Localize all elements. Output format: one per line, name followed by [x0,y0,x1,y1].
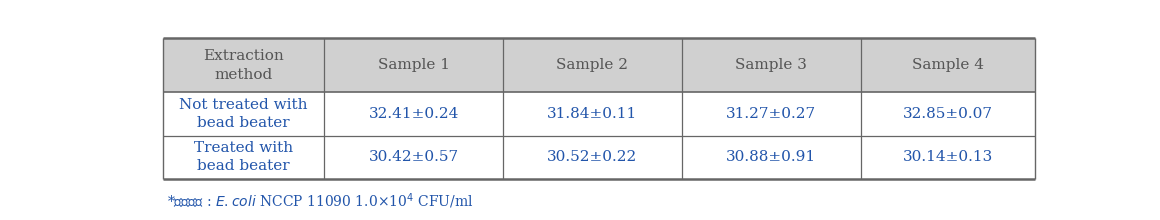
Bar [162,92,325,136]
Text: Sample 1: Sample 1 [378,58,450,72]
Text: Sample 4: Sample 4 [912,58,984,72]
Text: Treated with
bead beater: Treated with bead beater [194,141,293,173]
Text: 30.88±0.91: 30.88±0.91 [726,150,817,164]
Bar [861,92,1035,136]
Text: Extraction
method: Extraction method [203,49,284,82]
Text: 30.14±0.13: 30.14±0.13 [902,150,993,164]
Bar [325,136,503,179]
Text: Sample 2: Sample 2 [557,58,629,72]
Text: 30.42±0.57: 30.42±0.57 [369,150,458,164]
Bar [682,38,861,92]
Bar [162,136,325,179]
Bar [682,92,861,136]
Text: Sample 3: Sample 3 [735,58,807,72]
Bar [325,38,503,92]
Bar [861,136,1035,179]
Bar [325,92,503,136]
Text: 31.84±0.11: 31.84±0.11 [548,107,638,121]
Bar [682,136,861,179]
Bar [503,92,682,136]
Text: *접종균수 : $\it{E. coli}$ NCCP 11090 1.0×10$^{4}$ CFU/ml: *접종균수 : $\it{E. coli}$ NCCP 11090 1.0×10… [167,191,473,211]
Bar [861,38,1035,92]
Text: Not treated with
bead beater: Not treated with bead beater [180,98,307,130]
Text: 30.52±0.22: 30.52±0.22 [548,150,638,164]
Bar [503,136,682,179]
Bar [503,38,682,92]
Bar [162,38,325,92]
Text: 32.85±0.07: 32.85±0.07 [902,107,993,121]
Text: 31.27±0.27: 31.27±0.27 [726,107,817,121]
Text: 32.41±0.24: 32.41±0.24 [369,107,459,121]
